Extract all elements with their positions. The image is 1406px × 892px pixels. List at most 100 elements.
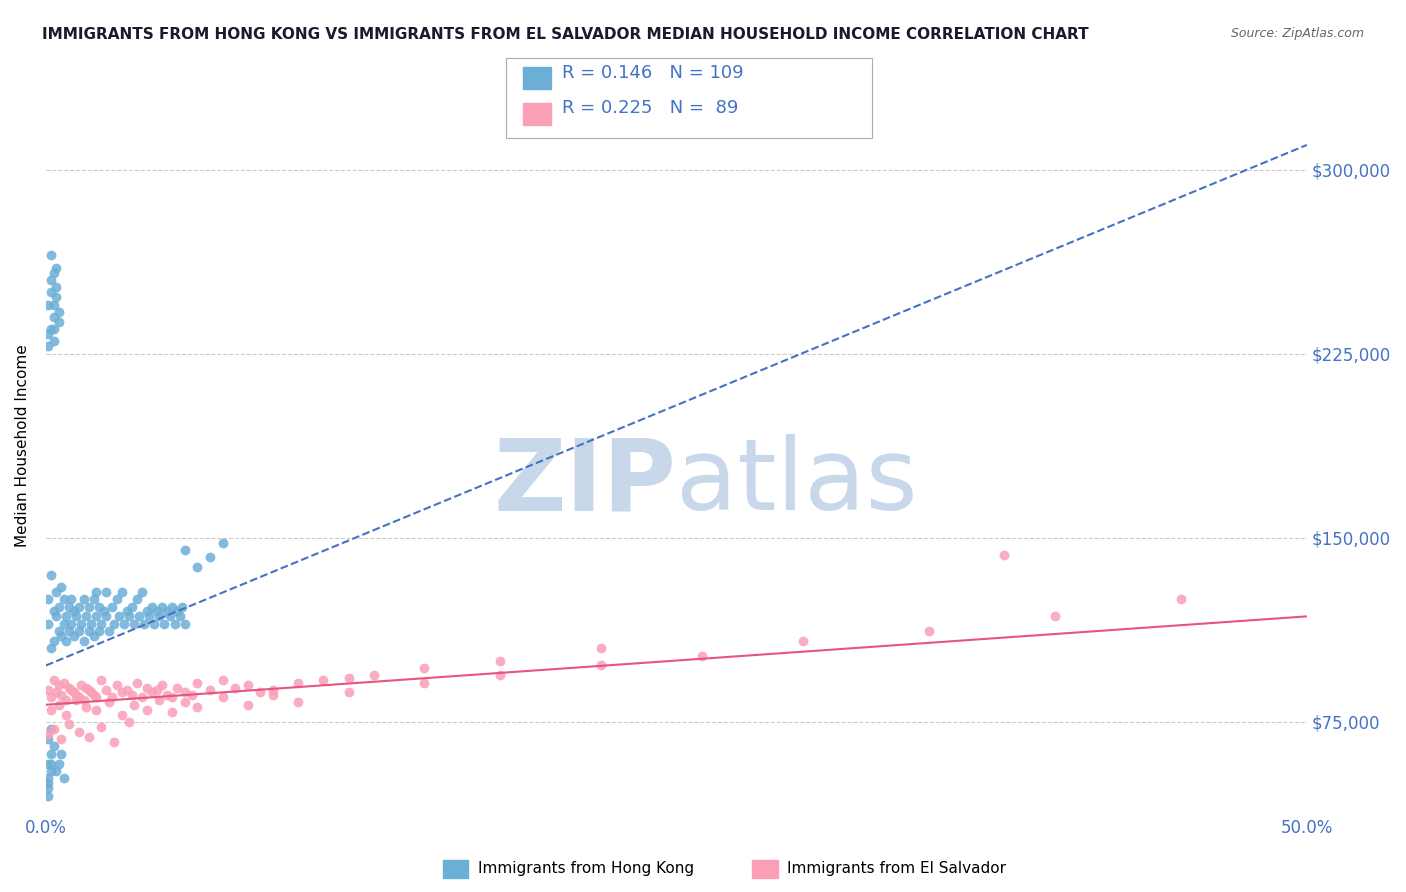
Point (90, 673, 112, 688)
Point (65, 688, 87, 702)
Point (98, 695, 121, 709)
Point (93, 604, 115, 618)
Point (65, 693, 87, 707)
Point (39, 747, 62, 761)
Point (39, 723, 62, 737)
Point (172, 599, 194, 614)
Point (150, 678, 173, 692)
Point (236, 698, 259, 712)
Point (45, 260, 67, 275)
Point (83, 592, 105, 607)
Point (163, 616, 186, 631)
Point (48, 624, 70, 638)
Point (211, 535, 233, 549)
Point (77, 624, 100, 638)
Point (48, 305, 70, 319)
Point (186, 675, 208, 690)
Point (134, 616, 156, 631)
Point (148, 693, 170, 707)
Point (105, 678, 128, 692)
Point (77, 730, 100, 744)
Point (100, 599, 122, 614)
Point (186, 700, 208, 714)
Point (49, 629, 72, 643)
Point (86, 584, 108, 599)
Point (48, 599, 70, 614)
Point (42, 739, 65, 754)
Point (112, 616, 135, 631)
Point (198, 550, 221, 565)
Point (156, 604, 179, 618)
Point (90, 720, 112, 734)
Point (287, 695, 309, 709)
Point (65, 609, 87, 624)
Point (121, 688, 143, 702)
Point (993, 548, 1015, 562)
Point (37, 772, 59, 786)
Point (37, 297, 59, 311)
Point (173, 695, 195, 709)
Point (160, 705, 183, 719)
Point (58, 624, 80, 638)
Point (87, 624, 110, 638)
Text: R = 0.146   N = 109: R = 0.146 N = 109 (562, 64, 744, 82)
Point (96, 584, 118, 599)
Point (73, 693, 96, 707)
Point (115, 683, 138, 698)
Point (39, 703, 62, 717)
Point (75, 609, 97, 624)
Point (156, 688, 179, 702)
Point (73, 592, 96, 607)
Point (287, 675, 309, 690)
Point (363, 668, 385, 682)
Point (86, 703, 108, 717)
Point (111, 685, 134, 699)
Point (1170, 592, 1192, 607)
Point (122, 616, 145, 631)
Point (52, 592, 75, 607)
Point (148, 609, 170, 624)
Point (141, 599, 163, 614)
Point (37, 592, 59, 607)
Point (39, 764, 62, 778)
Point (73, 634, 96, 648)
Point (115, 604, 138, 618)
Point (141, 685, 163, 699)
Point (62, 604, 84, 618)
Point (166, 681, 188, 695)
Point (77, 683, 100, 698)
Text: R = 0.225   N =  89: R = 0.225 N = 89 (562, 99, 738, 117)
Point (262, 683, 284, 698)
Point (125, 592, 148, 607)
Point (45, 764, 67, 778)
Point (118, 609, 141, 624)
Point (55, 693, 77, 707)
Point (87, 599, 110, 614)
Point (169, 609, 191, 624)
Point (39, 285, 62, 300)
Point (45, 280, 67, 294)
Point (37, 326, 59, 341)
Point (39, 567, 62, 582)
Point (49, 688, 72, 702)
Point (135, 703, 157, 717)
Point (103, 616, 125, 631)
Point (37, 727, 59, 741)
Point (42, 604, 65, 618)
Point (60, 683, 83, 698)
Point (153, 616, 176, 631)
Point (690, 648, 713, 663)
Point (80, 685, 103, 699)
Y-axis label: Median Household Income: Median Household Income (15, 344, 30, 547)
Point (211, 673, 233, 688)
Point (131, 690, 153, 705)
Point (236, 678, 259, 692)
Point (337, 685, 360, 699)
Point (125, 675, 148, 690)
Point (96, 609, 118, 624)
Point (49, 747, 72, 761)
Text: IMMIGRANTS FROM HONG KONG VS IMMIGRANTS FROM EL SALVADOR MEDIAN HOUSEHOLD INCOME: IMMIGRANTS FROM HONG KONG VS IMMIGRANTS … (42, 27, 1088, 42)
Point (42, 723, 65, 737)
Point (37, 616, 59, 631)
Point (143, 616, 166, 631)
